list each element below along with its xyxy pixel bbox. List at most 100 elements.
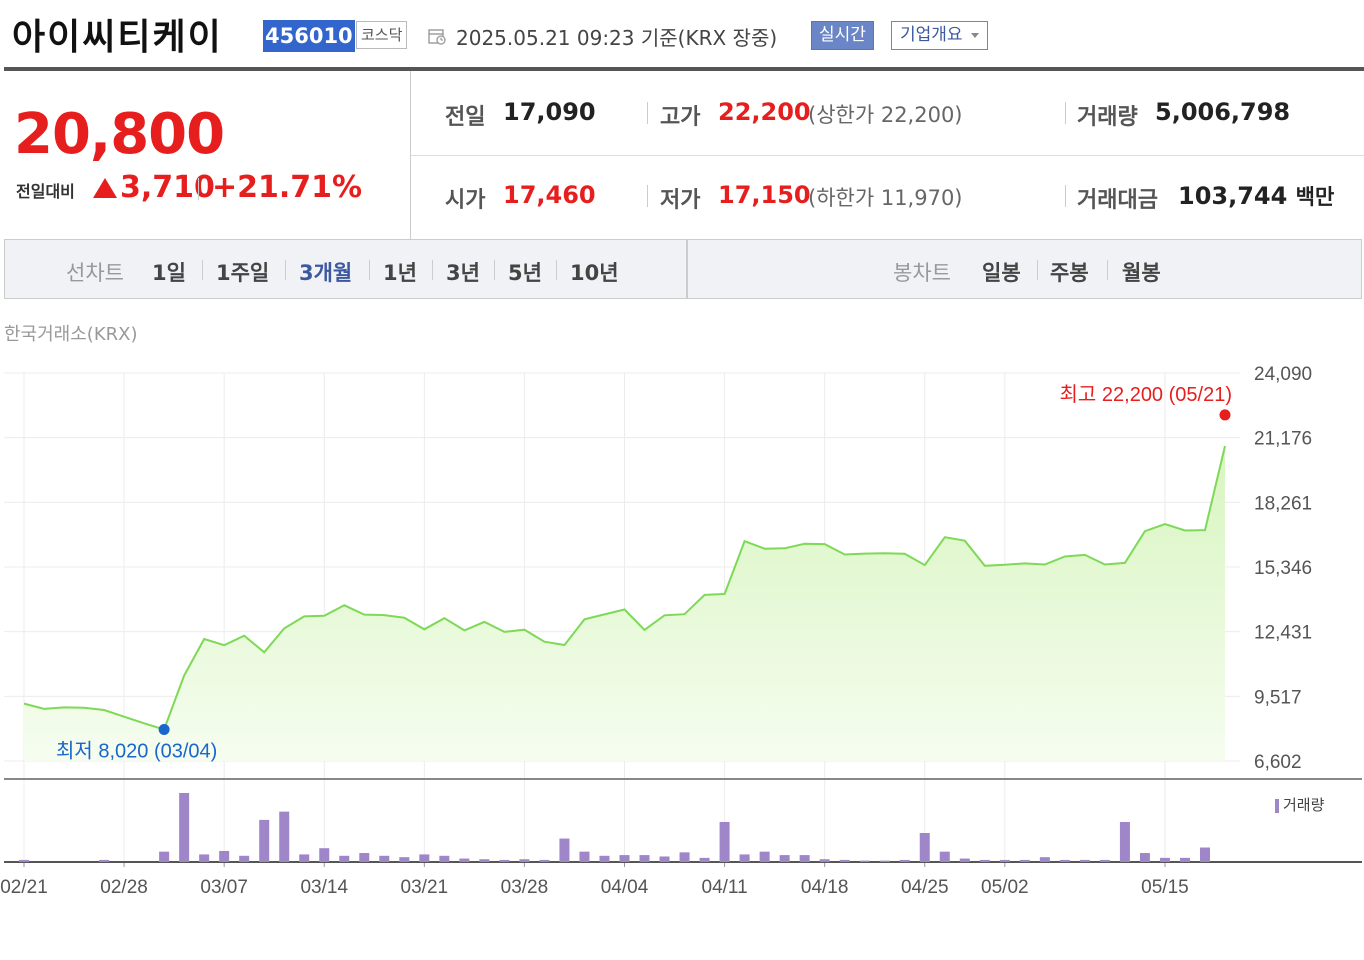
volume-bar (879, 860, 890, 862)
amount-value: 103,744 백만 (1178, 181, 1334, 211)
upper-limit-text: (상한가 22,200) (808, 103, 963, 127)
x-tick-label: 04/18 (801, 877, 849, 898)
x-tick-label: 04/04 (601, 877, 649, 898)
realtime-button[interactable]: 실시간 (811, 21, 874, 50)
amount-label: 거래대금 (1077, 188, 1158, 213)
volume-bar (199, 854, 210, 862)
x-tick-label: 02/21 (0, 877, 48, 898)
y-tick-label: 18,261 (1254, 493, 1312, 514)
volume-bar (619, 855, 630, 862)
datetime-value: 2025.05.21 09:23 (456, 26, 635, 50)
open-label: 시가 (445, 188, 486, 213)
stats-separator (1065, 102, 1066, 124)
volume-bar (459, 858, 470, 862)
volume-bar (419, 854, 430, 862)
tab-5-years[interactable]: 5년 (508, 261, 542, 285)
y-tick-label: 15,346 (1254, 558, 1312, 579)
up-triangle-icon (93, 178, 117, 198)
y-tick-label: 24,090 (1254, 364, 1312, 385)
volume-bar (739, 854, 750, 862)
volume-bar (239, 855, 250, 862)
volume-bar (159, 851, 170, 862)
exchange-label: 한국거래소(KRX) (4, 324, 138, 345)
tab-separator (1107, 260, 1108, 280)
volume-bar (979, 859, 990, 862)
calendar-icon (428, 29, 446, 45)
volume-bar (579, 851, 590, 862)
high-point-marker (1219, 409, 1231, 421)
volume-bar (899, 859, 910, 862)
volume-bar (799, 855, 810, 862)
high-label: 고가 (660, 105, 701, 130)
dropdown-arrow-icon (970, 32, 979, 38)
change-value: 3,710 (120, 170, 215, 205)
volume-bar (779, 855, 790, 862)
volume-bar (439, 855, 450, 862)
x-tick-label: 04/25 (901, 877, 949, 898)
volume-bar (279, 811, 290, 862)
volume-bar (219, 850, 230, 862)
low-label: 저가 (660, 188, 701, 213)
volume-bar (959, 858, 970, 862)
volume-bar (339, 855, 350, 862)
tab-separator (494, 260, 495, 280)
stock-code: 456010 (263, 20, 355, 52)
low-point-marker (158, 724, 170, 736)
volume-bar (379, 855, 390, 862)
volume-bar (1119, 821, 1130, 862)
low-annotation: 최저 8,020 (03/04) (56, 740, 217, 763)
tab-1-day[interactable]: 1일 (152, 261, 186, 285)
volume-bar (859, 860, 870, 862)
tab-weekly-candle[interactable]: 주봉 (1050, 261, 1089, 285)
y-tick-label: 9,517 (1254, 687, 1302, 708)
y-tick-label: 21,176 (1254, 429, 1312, 450)
tab-1-year[interactable]: 1년 (383, 261, 417, 285)
volume-bar (519, 859, 530, 862)
x-tick-label: 03/07 (200, 877, 248, 898)
volume-bar (99, 859, 110, 862)
tab-daily-candle[interactable]: 일봉 (982, 261, 1021, 285)
volume-bar (1159, 857, 1170, 862)
x-tick-label: 03/14 (300, 877, 348, 898)
volume-bar (559, 838, 570, 862)
y-tick-label: 6,602 (1254, 752, 1302, 773)
x-tick-label: 05/02 (981, 877, 1029, 898)
candle-chart-label: 봉차트 (893, 261, 951, 285)
volume-bar (679, 852, 690, 862)
volume-bar (479, 859, 490, 862)
volume-bar (319, 848, 330, 862)
tab-3-months[interactable]: 3개월 (299, 261, 353, 285)
volume-legend-swatch (1275, 798, 1279, 813)
x-tick-label: 03/21 (401, 877, 449, 898)
high-annotation: 최고 22,200 (05/21) (1060, 383, 1232, 406)
tab-1-week[interactable]: 1주일 (216, 261, 270, 285)
volume-bar (1039, 857, 1050, 862)
volume-bar (1179, 857, 1190, 862)
company-name: 아이씨티케이 (12, 17, 223, 58)
volume-bar (1199, 847, 1210, 862)
volume-bar (919, 833, 930, 862)
tab-3-years[interactable]: 3년 (446, 261, 480, 285)
volume-bar (699, 857, 710, 862)
volume-bar (639, 855, 650, 862)
y-tick-label: 12,431 (1254, 623, 1312, 644)
tab-monthly-candle[interactable]: 월봉 (1122, 261, 1161, 285)
x-tick-label: 04/11 (702, 877, 748, 898)
low-value: 17,150 (718, 181, 811, 209)
volume-bar (179, 793, 190, 862)
tab-10-years[interactable]: 10년 (570, 261, 619, 285)
volume-bar (19, 859, 29, 862)
volume-bar (259, 819, 270, 862)
company-overview-label: 기업개요 (900, 25, 963, 45)
lower-limit-text: (하한가 11,970) (808, 186, 963, 210)
volume-bar (719, 821, 730, 862)
price-panel (4, 71, 411, 239)
company-overview-button[interactable]: 기업개요 (891, 21, 988, 50)
tab-separator (202, 260, 203, 280)
volume-bar (399, 857, 410, 862)
stats-separator (647, 185, 648, 207)
volume-bar (359, 853, 370, 862)
amount-number: 103,744 (1178, 182, 1288, 210)
tab-group-divider (686, 240, 688, 298)
change-separator (198, 178, 199, 200)
